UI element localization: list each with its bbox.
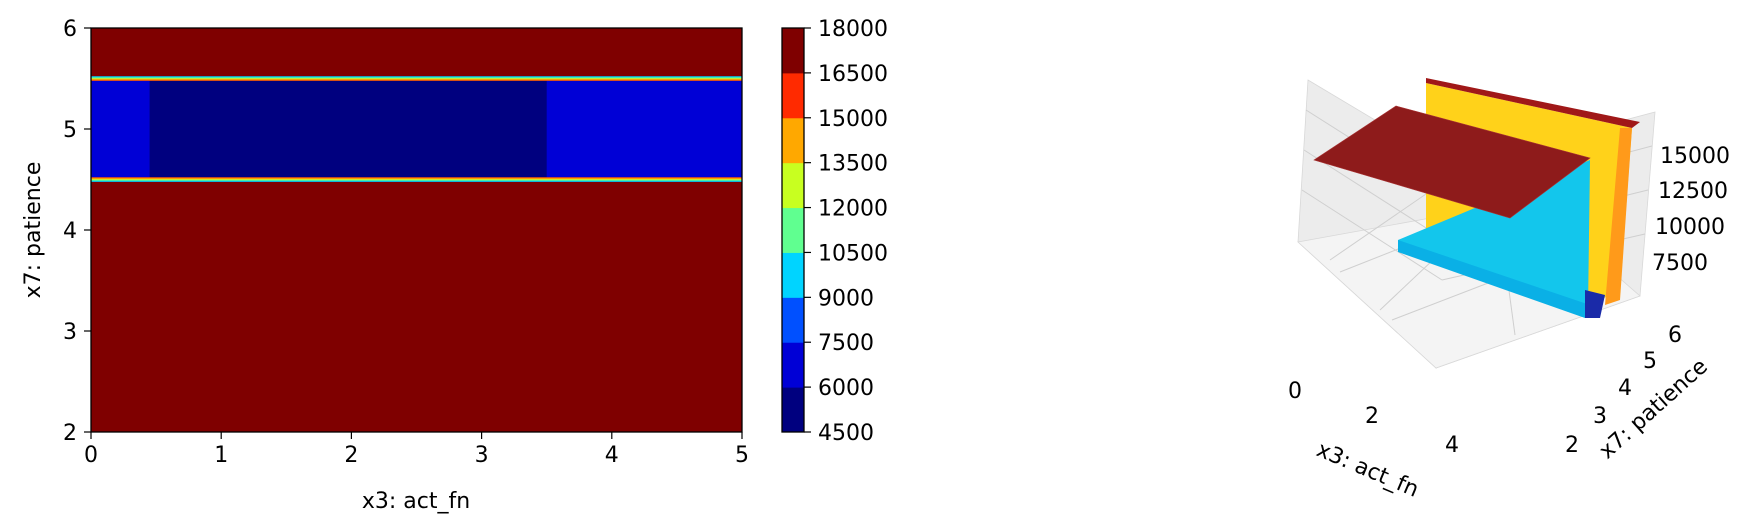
contour-line <box>91 180 742 182</box>
colorbar-cell <box>782 72 804 119</box>
surface-trough <box>1398 160 1590 310</box>
colorbar-tick-label: 10500 <box>818 241 888 266</box>
z-tick-labels-3d: 7500 10000 12500 15000 <box>1652 144 1730 276</box>
surface-plateau-front <box>1313 105 1591 219</box>
colorbar-frame <box>781 27 805 433</box>
heatmap-region-3 <box>91 28 742 79</box>
colorbar-tick-label: 13500 <box>818 152 888 177</box>
colorbar-tick-label: 15000 <box>818 107 888 132</box>
x-tick-labels-3d: 0 2 4 <box>1288 379 1459 458</box>
z-tick-label-3d: 15000 <box>1660 144 1730 169</box>
colorbar-tick-label: 16500 <box>818 62 888 87</box>
x-tick-label: 3 <box>475 443 489 468</box>
x-axis-label-3d: x3: act_fn <box>1313 437 1422 502</box>
x-tick-label: 0 <box>84 443 98 468</box>
contour-line <box>91 77 742 79</box>
heatmap-chart: 0 1 2 3 4 5 2 3 4 5 6 x3: act_fn x7: patience <box>21 17 749 514</box>
colorbar-cell <box>782 297 804 343</box>
contour-line <box>91 76 742 78</box>
colorbar-cell <box>782 387 804 433</box>
colorbar: 4500 6000 7500 9000 10500 12000 13500 15000 1650… <box>781 17 888 446</box>
colorbar-cells <box>782 28 804 433</box>
contour-line <box>91 178 742 180</box>
contour-line <box>91 79 742 81</box>
x-tick-label-3d: 0 <box>1288 379 1302 404</box>
y-tick-label-3d: 2 <box>1565 433 1579 458</box>
colorbar-tick-label: 6000 <box>818 376 874 401</box>
colorbar-tick-label: 4500 <box>818 421 874 446</box>
contour-line <box>91 78 742 80</box>
heatmap-region-2 <box>149 78 547 180</box>
y-tick-label: 3 <box>63 320 77 345</box>
surface-trough-floor <box>1398 240 1590 318</box>
y-tick-labels: 2 3 4 5 6 <box>63 17 91 446</box>
colorbar-cell <box>782 28 804 74</box>
heatmap-region-0 <box>91 179 742 432</box>
y-tick-label-3d: 5 <box>1643 349 1657 374</box>
colorbar-cell <box>782 207 804 253</box>
colorbar-tick-label: 18000 <box>818 17 888 42</box>
y-axis-label: x7: patience <box>21 162 46 299</box>
z-tick-label-3d: 12500 <box>1658 179 1728 204</box>
x-tick-label: 5 <box>735 443 749 468</box>
colorbar-cell <box>782 342 804 388</box>
contour-line <box>91 177 742 179</box>
colorbar-cell <box>782 117 804 164</box>
y-tick-label: 2 <box>63 421 77 446</box>
heatmap-regions <box>91 28 742 432</box>
x-tick-label: 2 <box>344 443 358 468</box>
surface-wall-back-edge <box>1605 128 1632 305</box>
colorbar-tick-labels: 4500 6000 7500 9000 10500 12000 13500 15000 1650… <box>804 17 888 446</box>
y-tick-label: 4 <box>63 219 77 244</box>
z-tick-label-3d: 10000 <box>1655 215 1725 240</box>
colorbar-tick-label: 7500 <box>818 331 874 356</box>
z-tick-label-3d: 7500 <box>1652 251 1708 276</box>
y-tick-label-3d: 3 <box>1593 404 1607 429</box>
colorbar-tick-label: 9000 <box>818 286 874 311</box>
x-tick-labels: 0 1 2 3 4 5 <box>84 432 749 468</box>
surface-top-back <box>1426 78 1640 128</box>
y-tick-label-3d: 6 <box>1668 323 1682 348</box>
colorbar-cell <box>782 162 804 209</box>
contour-line <box>91 179 742 181</box>
y-tick-label-3d: 4 <box>1618 376 1632 401</box>
colorbar-tick-label: 12000 <box>818 197 888 222</box>
x-tick-label: 4 <box>605 443 619 468</box>
y-tick-label: 5 <box>63 118 77 143</box>
surface-trough-corner <box>1585 290 1605 318</box>
x-axis-label: x3: act_fn <box>362 489 470 514</box>
y-tick-label: 6 <box>63 17 77 42</box>
x-tick-label-3d: 2 <box>1365 404 1379 429</box>
x-tick-label: 1 <box>214 443 228 468</box>
colorbar-cell <box>782 252 804 298</box>
x-tick-label-3d: 4 <box>1445 433 1459 458</box>
